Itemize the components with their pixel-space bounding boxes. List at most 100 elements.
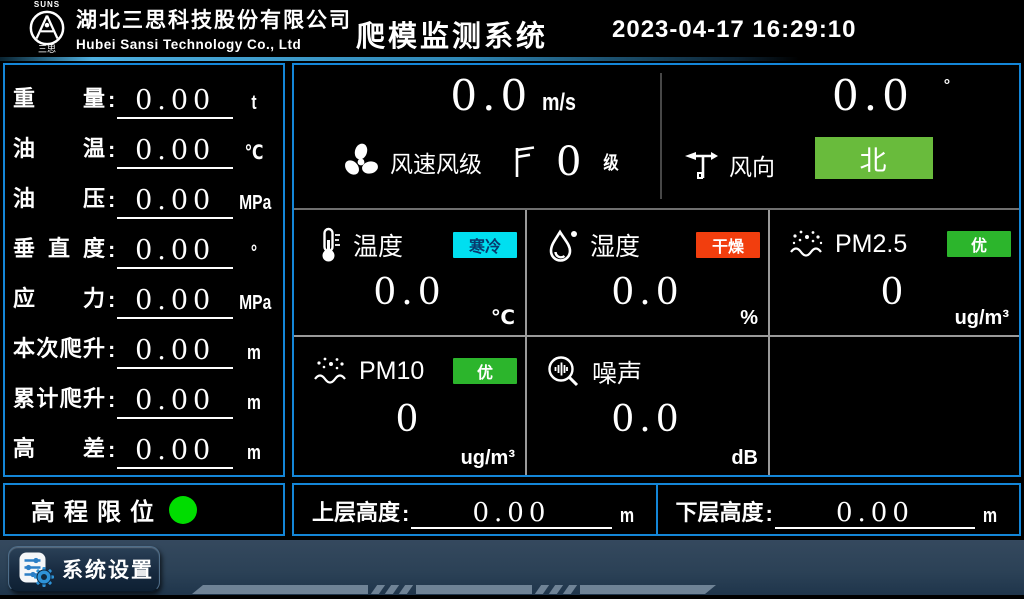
environment-panel: 0.0 m/s 风速风级 0 级 0.0 ° [292,63,1021,477]
logo-text-bottom: 三思 [37,44,56,54]
system-settings-button[interactable]: 系统设置 [8,546,160,592]
upper-height-label: 上层高度 [312,500,401,525]
metric-row-oil-temp: 油温: 0.00 ℃ [13,119,273,169]
sensor-value: 0.0 [611,399,684,440]
metric-unit: MPa [239,192,272,214]
metric-value: 0.00 [117,186,233,219]
metric-row-oil-pressure: 油压: 0.00 MPa [13,169,273,219]
wind-speed-readout: 0.0 m/s [412,71,622,120]
grid-line [768,210,770,475]
metric-value: 0.00 [117,136,233,169]
sensor-unit: dB [731,447,758,469]
sansi-logo-icon [24,9,70,47]
humidity-status-badge: 干燥 [696,232,760,258]
metric-unit: t [251,92,257,114]
page-title: 爬模监测系统 [356,21,549,53]
sensor-name: 湿度 [590,233,641,261]
header-divider [0,57,1024,61]
sensor-unit: ug/m³ [954,307,1009,329]
wind-level-row: 风速风级 0 级 [338,139,620,185]
metric-row-stress: 应力: 0.00 MPa [13,269,273,319]
metrics-panel: 重量: 0.00 t 油温: 0.00 ℃ 油压: 0.00 MPa 垂直度: … [3,63,285,477]
upper-height-field: 上层高度: 0.00 m [294,485,656,534]
metric-row-weight: 重量: 0.00 t [13,69,273,119]
wind-level-label: 风速风级 [390,151,482,177]
sensor-unit: % [740,307,758,329]
metric-unit: m [247,392,261,414]
company-name: 湖北三思科技股份有限公司 Hubei Sansi Technology Co.,… [76,4,352,52]
sensor-name: 噪声 [592,360,643,388]
sensor-name: PM10 [359,356,425,385]
wind-vane-icon [682,145,724,185]
upper-height-value: 0.00 [411,499,612,529]
sensor-unit: ug/m³ [460,447,515,469]
sensor-cell-empty [770,337,1019,475]
company-name-en: Hubei Sansi Technology Co., Ltd [76,37,302,52]
metric-unit: m [247,342,261,364]
elevation-limit-label: 高程限位 [31,499,163,526]
metric-label: 重量 [13,86,105,111]
wind-speed-value: 0.0 [450,71,533,120]
lower-height-unit: m [982,505,998,527]
elevation-limit-box: 高程限位 [3,483,285,536]
metric-row-verticality: 垂直度: 0.00 ° [13,219,273,269]
sensor-cell-temperature: 温度 寒冷 0.0 ℃ [294,210,525,335]
sensor-cell-pm10: PM10 优 0 ug/m³ [294,337,525,475]
wind-direction-row: 风向 [682,145,775,185]
lower-height-value: 0.00 [774,499,975,529]
metric-value: 0.00 [117,436,233,469]
sensor-name: 温度 [353,233,404,261]
metric-unit: ℃ [244,142,264,164]
wind-level-unit: 级 [603,153,620,173]
grid-line [525,210,527,475]
wind-direction-button[interactable]: 北 [815,137,933,179]
metric-label: 应力 [13,286,105,311]
pm25-status-badge: 优 [947,231,1011,257]
metric-row-current-climb: 本次爬升: 0.00 m [13,319,273,369]
metric-label: 本次爬升 [13,336,105,361]
header: SUNS 三思 湖北三思科技股份有限公司 Hubei Sansi Technol… [0,0,1024,57]
settings-sliders-gear-icon [18,551,54,587]
company-name-cn: 湖北三思科技股份有限公司 [76,9,352,32]
sensor-value: 0.0 [373,272,446,313]
metric-value: 0.00 [117,336,233,369]
metric-value: 0.00 [117,86,233,119]
logo-text-top: SUNS [33,0,61,9]
footer-decorative-stripes [192,585,716,594]
sensor-value: 0.0 [611,272,684,313]
particles-icon [788,226,826,262]
temperature-status-badge: 寒冷 [453,232,517,258]
particles-icon [312,353,350,389]
sensor-name: PM2.5 [835,229,908,258]
metric-unit: m [247,442,261,464]
grid-line [294,335,1019,337]
lower-height-label: 下层高度 [675,500,764,525]
footer-bottom-edge [0,595,1024,599]
wind-barb-icon [510,143,540,181]
metric-row-total-climb: 累计爬升: 0.00 m [13,369,273,419]
wind-direction-readout: 0.0 ° [832,71,951,120]
wind-direction-label: 风向 [729,154,775,180]
wind-direction-degrees: 0.0 [832,71,914,120]
thermometer-icon [312,226,344,264]
datetime-display: 2023-04-17 16:29:10 [612,16,857,43]
metric-value: 0.00 [117,236,233,269]
settings-button-label: 系统设置 [62,559,154,582]
wind-level-value: 0 [556,139,583,185]
sensor-cell-noise: 噪声 0.0 dB [527,337,768,475]
sensor-cell-pm25: PM2.5 优 0 ug/m³ [770,210,1019,335]
lower-height-field: 下层高度: 0.00 m [655,485,1020,534]
wind-direction-degree-unit: ° [943,77,951,94]
noise-meter-icon [545,353,583,391]
metric-value: 0.00 [117,386,233,419]
metric-value: 0.00 [117,286,233,319]
metric-label: 高差 [13,436,105,461]
elevation-status-lamp [169,495,197,524]
sensor-value: 0 [880,272,909,313]
metric-unit: MPa [239,292,272,314]
metric-label: 垂直度 [13,236,105,261]
layer-heights-bar: 上层高度: 0.00 m 下层高度: 0.00 m [292,483,1021,536]
metric-label: 累计爬升 [13,386,105,411]
sensor-value: 0 [395,399,424,440]
metric-label: 油压 [13,186,105,211]
